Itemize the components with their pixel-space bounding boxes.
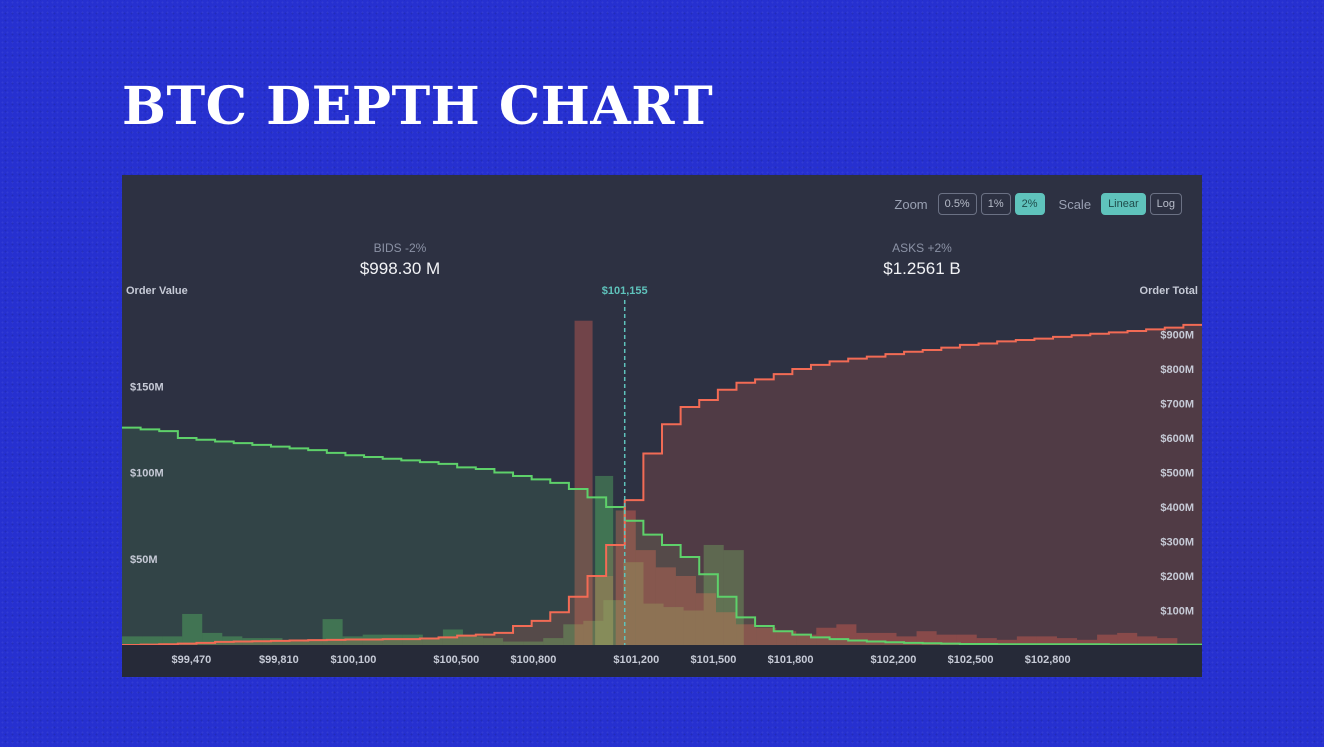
ask-value-bar bbox=[796, 634, 817, 645]
x-tick-label: $100,800 bbox=[510, 654, 556, 666]
ask-value-bar bbox=[736, 624, 757, 645]
x-tick-label: $100,500 bbox=[433, 654, 479, 666]
left-tick-label: $150M bbox=[130, 381, 164, 393]
depth-chart-panel: Zoom 0.5% 1% 2% Scale Linear Log BIDS -2… bbox=[122, 175, 1202, 677]
ask-value-bar bbox=[816, 627, 837, 645]
ask-value-bar bbox=[1097, 634, 1118, 645]
bid-value-bar bbox=[342, 636, 363, 645]
left-axis-title: Order Value bbox=[126, 285, 188, 297]
bid-value-bar bbox=[302, 639, 323, 645]
ask-value-bar bbox=[595, 576, 614, 645]
bids-summary-label: BIDS -2% bbox=[373, 241, 427, 255]
bid-value-bar bbox=[623, 562, 644, 645]
asks-summary-value: $1.2561 B bbox=[883, 259, 961, 278]
asks-summary-label: ASKS +2% bbox=[892, 241, 952, 255]
asks-cumulative-area bbox=[122, 324, 1202, 645]
right-tick-label: $100M bbox=[1160, 606, 1194, 618]
ask-value-bar bbox=[1036, 636, 1057, 645]
ask-value-bar bbox=[976, 638, 997, 645]
ask-value-bar bbox=[1157, 638, 1178, 645]
ask-value-bar bbox=[695, 593, 716, 645]
x-tick-label: $100,100 bbox=[330, 654, 376, 666]
right-tick-label: $200M bbox=[1160, 571, 1194, 583]
ask-value-bar bbox=[675, 576, 696, 645]
right-tick-label: $900M bbox=[1160, 330, 1194, 342]
ask-value-bar bbox=[936, 634, 957, 645]
bid-value-bar bbox=[703, 544, 724, 645]
bid-value-bar bbox=[583, 620, 604, 645]
bids-summary-value: $998.30 M bbox=[359, 259, 441, 278]
ask-value-bar bbox=[574, 320, 593, 645]
x-axis-band bbox=[122, 645, 1202, 677]
ask-value-bar bbox=[655, 567, 676, 645]
asks-summary: ASKS +2% $1.2561 B bbox=[822, 241, 1022, 279]
bid-value-bar bbox=[142, 636, 163, 645]
bid-value-bar bbox=[683, 610, 704, 645]
bid-value-bar bbox=[523, 641, 544, 645]
ask-value-bar bbox=[756, 627, 777, 645]
ask-value-bar bbox=[996, 639, 1017, 645]
zoom-1-button[interactable]: 1% bbox=[980, 193, 1011, 215]
asks-cumulative-line bbox=[122, 323, 1202, 646]
x-tick-label: $101,200 bbox=[613, 654, 659, 666]
mid-price-label: $101,155 bbox=[602, 285, 648, 297]
bid-value-bar bbox=[595, 475, 614, 645]
right-tick-label: $500M bbox=[1160, 468, 1194, 480]
right-tick-label: $600M bbox=[1160, 433, 1194, 445]
bid-value-bar bbox=[483, 638, 504, 645]
scale-label: Scale bbox=[1058, 196, 1092, 212]
x-tick-label: $102,500 bbox=[948, 654, 994, 666]
right-tick-label: $700M bbox=[1160, 399, 1194, 411]
right-tick-label: $400M bbox=[1160, 502, 1194, 514]
x-tick-label: $99,810 bbox=[259, 654, 299, 666]
bid-value-bar bbox=[422, 638, 443, 645]
bids-cumulative-line bbox=[122, 426, 1202, 646]
ask-value-bar bbox=[1117, 632, 1138, 645]
bid-value-bar bbox=[643, 603, 664, 645]
ask-value-bar bbox=[1077, 639, 1098, 645]
bid-value-bar bbox=[603, 600, 624, 645]
bid-value-bar bbox=[563, 624, 584, 645]
bid-value-bar bbox=[543, 638, 564, 645]
ask-value-bar bbox=[1137, 636, 1158, 645]
bids-summary: BIDS -2% $998.30 M bbox=[300, 241, 500, 279]
x-tick-label: $99,470 bbox=[172, 654, 212, 666]
ask-value-bar bbox=[956, 634, 977, 645]
chart-toolbar: Zoom 0.5% 1% 2% Scale Linear Log bbox=[894, 193, 1186, 215]
ask-value-bar bbox=[776, 631, 797, 645]
x-tick-label: $102,800 bbox=[1025, 654, 1071, 666]
bid-value-bar bbox=[222, 636, 243, 645]
bid-value-bar bbox=[122, 636, 143, 645]
bid-value-bar bbox=[503, 641, 524, 645]
scale-linear-button[interactable]: Linear bbox=[1101, 193, 1146, 215]
ask-value-bar bbox=[896, 636, 917, 645]
x-tick-label: $101,500 bbox=[690, 654, 736, 666]
bid-value-bar bbox=[322, 619, 343, 645]
ask-value-bar bbox=[716, 612, 737, 645]
right-tick-label: $300M bbox=[1160, 537, 1194, 549]
bid-value-bar bbox=[462, 636, 484, 645]
bid-value-bar bbox=[162, 636, 183, 645]
ask-value-bar bbox=[916, 631, 937, 645]
x-tick-label: $101,800 bbox=[768, 654, 814, 666]
zoom-0-5-button[interactable]: 0.5% bbox=[937, 193, 977, 215]
x-tick-label: $102,200 bbox=[870, 654, 916, 666]
bid-value-bar bbox=[282, 641, 303, 645]
left-tick-label: $50M bbox=[130, 554, 158, 566]
bid-value-bar bbox=[182, 613, 203, 645]
bid-value-bar bbox=[663, 607, 684, 645]
left-tick-label: $100M bbox=[130, 468, 164, 480]
right-tick-label: $800M bbox=[1160, 364, 1194, 376]
page-title: BTC DEPTH CHART bbox=[122, 76, 714, 137]
ask-value-bar bbox=[1016, 636, 1037, 645]
zoom-label: Zoom bbox=[894, 196, 928, 212]
zoom-2-button[interactable]: 2% bbox=[1014, 193, 1045, 215]
ask-value-bar bbox=[1056, 638, 1078, 645]
ask-value-bar bbox=[635, 550, 656, 645]
right-axis-title: Order Total bbox=[1140, 285, 1198, 297]
scale-log-button[interactable]: Log bbox=[1149, 193, 1182, 215]
depth-chart: $101,155 $99,470 $99,810 $100,100 $100,500 $1… bbox=[122, 285, 1202, 677]
